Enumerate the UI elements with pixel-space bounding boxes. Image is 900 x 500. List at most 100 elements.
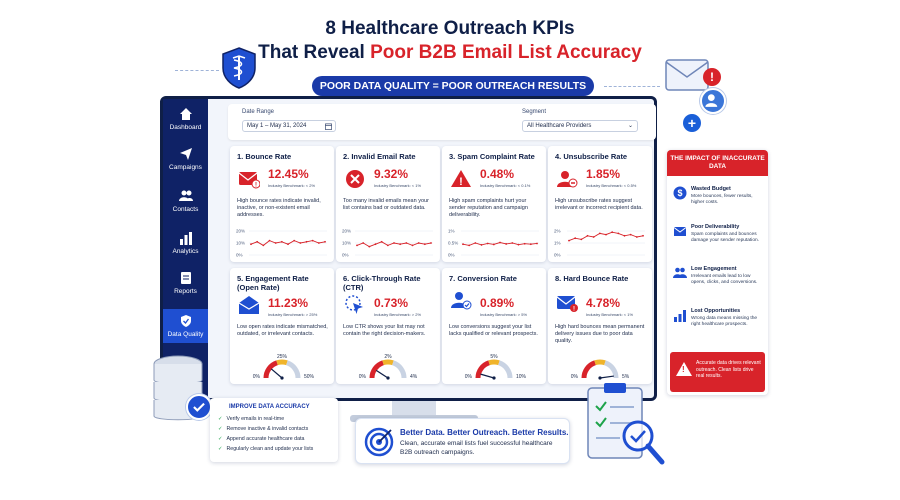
kpi-description: Too many invalid emails mean your list c… (343, 198, 429, 211)
data-point (468, 244, 471, 247)
data-point (511, 242, 514, 244)
gauge-band-low (475, 360, 491, 379)
sidebar-item-contacts[interactable]: Contacts (163, 189, 208, 213)
user-icon (700, 88, 726, 114)
kpi-description: High bounce rates indicate invalid, inac… (237, 198, 321, 218)
decor-dash-left (175, 70, 219, 71)
data-point (287, 243, 289, 246)
sidebar-item-analytics[interactable]: Analytics (163, 231, 208, 255)
kpi-card-bounce-rate: 1. Bounce Rate ! 12.45% Industry Benchma… (230, 146, 334, 262)
tick-label: 2% (554, 229, 561, 234)
sidebar-item-label: Dashboard (169, 124, 202, 131)
kpi-value: 0.73% (374, 296, 409, 310)
gauge-hub (280, 376, 284, 380)
data-point (386, 244, 389, 247)
impact-footer: ! Accurate data drives relevant outreach… (670, 352, 765, 392)
data-point (611, 231, 614, 234)
kpi-title: 8. Hard Bounce Rate (555, 274, 629, 283)
kpi-description: Low CTR shows your list may not contain … (343, 324, 426, 337)
open-envelope-icon (238, 296, 260, 314)
target-icon (364, 427, 394, 457)
impact-item-desc: More bounces, fewer results, higher cost… (691, 194, 753, 205)
kpi-description: Low open rates indicate mismatched, outd… (237, 324, 328, 337)
impact-panel: THE IMPACT OF INACCURATE DATA $ Wasted B… (667, 150, 768, 395)
data-point (393, 242, 395, 244)
check-icon: ✓ (218, 416, 223, 422)
date-range-label: Date Range (242, 109, 275, 115)
improve-title: IMPROVE DATA ACCURACY (229, 404, 310, 410)
data-point (580, 238, 583, 241)
home-icon (179, 108, 192, 120)
shield-check-icon (180, 315, 191, 327)
improve-item: ✓ Regularly clean and update your lists (218, 446, 314, 452)
sidebar-item-data-quality[interactable]: Data Quality (163, 309, 208, 343)
kpi-value: 0.89% (480, 296, 515, 310)
kpi-benchmark: Industry Benchmark: < 0.5% (586, 183, 637, 188)
kpi-trend-chart: 20% 10% 0% (236, 229, 327, 258)
improve-item: ✓ Remove inactive & invalid contacts (218, 426, 309, 432)
sidebar-item-campaigns[interactable]: Campaigns (163, 147, 208, 171)
tick-label: 0.5% (448, 241, 458, 246)
data-point (293, 239, 296, 242)
kpi-trend-chart: 1% 0.5% 0% (448, 229, 539, 258)
kpi-value: 9.32% (374, 167, 409, 181)
kpi-gauge: 0% 50% 25% (253, 354, 315, 380)
warning-icon: ! (451, 170, 471, 188)
alert-icon: ! (703, 68, 721, 86)
gauge-band-high (603, 360, 619, 379)
kpi-gauge: 0% 5% (571, 359, 630, 380)
tick-label: 0% (554, 253, 561, 258)
kpi-value: 12.45% (268, 167, 309, 181)
better-title: Better Data. Better Outreach. Better Res… (400, 428, 569, 437)
gauge-band-mid (594, 359, 606, 366)
sidebar-item-reports[interactable]: Reports (163, 271, 208, 295)
data-point (268, 239, 271, 242)
data-point (380, 240, 383, 243)
tick-label: 10% (342, 241, 351, 246)
kpi-benchmark: Industry Benchmark: < 2% (268, 183, 316, 188)
kpi-card-conversion-rate: 7. Conversion Rate 0.89% Industry Benchm… (442, 268, 546, 384)
data-point (492, 243, 495, 246)
sidebar-item-label: Analytics (172, 248, 199, 255)
impact-footer-text: Accurate data drives relevant outreach. … (696, 360, 761, 379)
data-point (430, 242, 432, 244)
warning-icon: ! (676, 362, 692, 376)
sidebar-item-dashboard[interactable]: Dashboard (163, 107, 208, 131)
kpi-value: 11.23% (268, 296, 309, 310)
kpi-description: High spam complaints hurt your sender re… (449, 198, 528, 218)
series-line (568, 231, 644, 242)
clipboard-magnifier-icon (587, 383, 665, 465)
kpi-benchmark: Industry Benchmark: < 0.1% (480, 183, 531, 188)
gauge-band-low (369, 360, 385, 379)
user-check-icon (451, 292, 472, 310)
kpi-description: High hard bounces mean permanent deliver… (555, 324, 645, 344)
tick-label: 1% (554, 241, 561, 246)
kpi-trend-chart: 2% 1% 0% (554, 229, 645, 258)
data-point (374, 243, 377, 246)
impact-item-title: Wasted Budget (691, 186, 731, 192)
cursor-click-icon (345, 295, 363, 314)
data-point (635, 236, 638, 238)
data-point (305, 240, 308, 243)
sidebar-item-label: Contacts (172, 206, 199, 213)
gauge-mid-label: 2% (384, 354, 392, 360)
data-point (474, 242, 477, 244)
dollar-icon: $ (673, 186, 687, 200)
check-icon: ✓ (218, 436, 223, 442)
date-range-picker[interactable]: May 1 – May 31, 2024 (242, 120, 336, 132)
kpi-benchmark: Industry Benchmark: < 1% (586, 312, 634, 317)
data-point (250, 243, 252, 246)
envelope-icon (673, 227, 687, 236)
kpi-benchmark: Industry Benchmark: < 1% (374, 183, 422, 188)
data-point (462, 243, 464, 246)
gauge-hub (386, 376, 390, 380)
sidebar-item-label: Campaigns (169, 164, 202, 171)
kpi-description: Low conversions suggest your list lacks … (449, 324, 538, 337)
tick-label: 20% (342, 229, 351, 234)
gauge-band-mid (276, 359, 288, 366)
title-plain: That Reveal (258, 42, 371, 63)
data-point (399, 243, 402, 246)
kpi-description: High unsubscribe rates suggest irrelevan… (555, 198, 643, 211)
segment-select[interactable]: All Healthcare Providers ⌄ (522, 120, 638, 132)
data-point (417, 242, 420, 244)
